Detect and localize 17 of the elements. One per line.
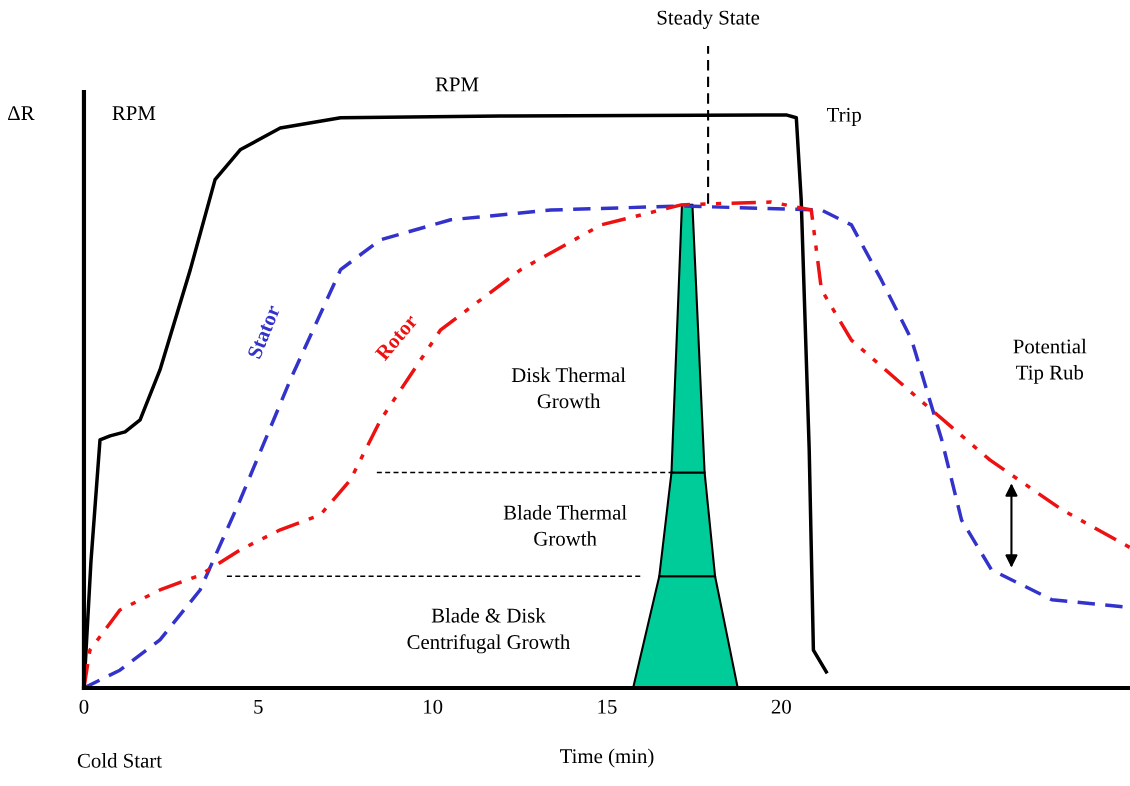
ref-line-label: Steady State [657, 9, 760, 29]
annotation: Blade Thermal Growth [503, 505, 627, 546]
annotation: Trip [827, 107, 861, 127]
annotation: Potential Tip Rub [1013, 338, 1087, 384]
text: Cold Start [77, 753, 162, 768]
x-tick-label: 15 [598, 699, 617, 714]
series-label: RPM [435, 77, 479, 92]
x-tick-label: 0 [79, 699, 89, 714]
annotation: Blade & Disk Centrifugal Growth [407, 607, 571, 654]
y-axis-title: ΔR [8, 106, 35, 120]
annotation: RPM [112, 106, 156, 120]
x-axis-title: Time (min) [559, 748, 654, 768]
text: Stator [247, 304, 281, 360]
x-tick-label: 10 [424, 699, 443, 714]
annotation: Disk Thermal Growth [511, 367, 626, 409]
x-tick-label: 5 [254, 699, 263, 714]
x-tick-label: 20 [771, 699, 791, 714]
